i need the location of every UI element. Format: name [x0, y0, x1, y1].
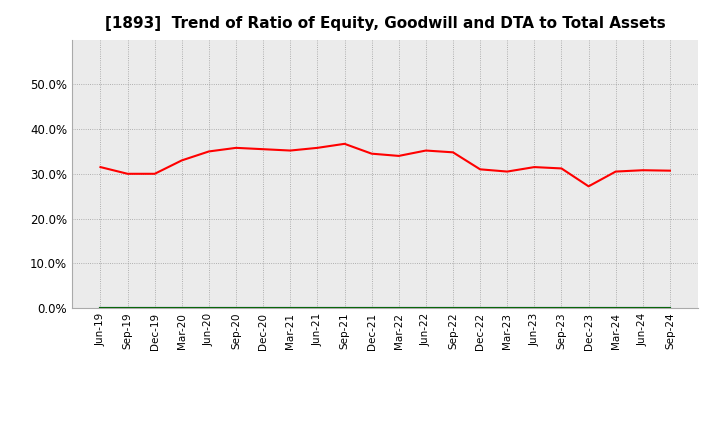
Equity [341, 141, 349, 147]
Equity [639, 168, 647, 173]
Goodwill [639, 305, 647, 311]
Goodwill [530, 305, 539, 311]
Goodwill [395, 305, 403, 311]
Equity [123, 171, 132, 176]
Goodwill [503, 305, 511, 311]
Title: [1893]  Trend of Ratio of Equity, Goodwill and DTA to Total Assets: [1893] Trend of Ratio of Equity, Goodwil… [105, 16, 665, 32]
Goodwill [259, 305, 268, 311]
Deferred Tax Assets [611, 305, 620, 311]
Deferred Tax Assets [395, 305, 403, 311]
Goodwill [232, 305, 240, 311]
Deferred Tax Assets [178, 305, 186, 311]
Goodwill [584, 305, 593, 311]
Equity [178, 158, 186, 163]
Equity [313, 145, 322, 150]
Deferred Tax Assets [313, 305, 322, 311]
Equity [557, 166, 566, 171]
Goodwill [611, 305, 620, 311]
Goodwill [96, 305, 105, 311]
Equity [503, 169, 511, 174]
Equity [476, 167, 485, 172]
Deferred Tax Assets [476, 305, 485, 311]
Equity [150, 171, 159, 176]
Deferred Tax Assets [204, 305, 213, 311]
Deferred Tax Assets [232, 305, 240, 311]
Deferred Tax Assets [421, 305, 430, 311]
Legend: Equity, Goodwill, Deferred Tax Assets: Equity, Goodwill, Deferred Tax Assets [200, 435, 570, 440]
Goodwill [286, 305, 294, 311]
Deferred Tax Assets [584, 305, 593, 311]
Deferred Tax Assets [96, 305, 105, 311]
Goodwill [341, 305, 349, 311]
Deferred Tax Assets [665, 305, 674, 311]
Deferred Tax Assets [503, 305, 511, 311]
Goodwill [476, 305, 485, 311]
Goodwill [367, 305, 376, 311]
Deferred Tax Assets [150, 305, 159, 311]
Goodwill [665, 305, 674, 311]
Goodwill [449, 305, 457, 311]
Equity [611, 169, 620, 174]
Deferred Tax Assets [367, 305, 376, 311]
Equity [367, 151, 376, 156]
Equity [259, 147, 268, 152]
Goodwill [557, 305, 566, 311]
Equity [232, 145, 240, 150]
Deferred Tax Assets [557, 305, 566, 311]
Goodwill [123, 305, 132, 311]
Goodwill [178, 305, 186, 311]
Deferred Tax Assets [449, 305, 457, 311]
Equity [421, 148, 430, 153]
Deferred Tax Assets [286, 305, 294, 311]
Equity [204, 149, 213, 154]
Equity [286, 148, 294, 153]
Goodwill [204, 305, 213, 311]
Equity [96, 165, 105, 170]
Line: Equity: Equity [101, 144, 670, 186]
Deferred Tax Assets [341, 305, 349, 311]
Equity [449, 150, 457, 155]
Equity [395, 153, 403, 158]
Deferred Tax Assets [259, 305, 268, 311]
Equity [665, 168, 674, 173]
Goodwill [150, 305, 159, 311]
Equity [584, 183, 593, 189]
Goodwill [421, 305, 430, 311]
Equity [530, 165, 539, 170]
Goodwill [313, 305, 322, 311]
Deferred Tax Assets [123, 305, 132, 311]
Deferred Tax Assets [530, 305, 539, 311]
Deferred Tax Assets [639, 305, 647, 311]
